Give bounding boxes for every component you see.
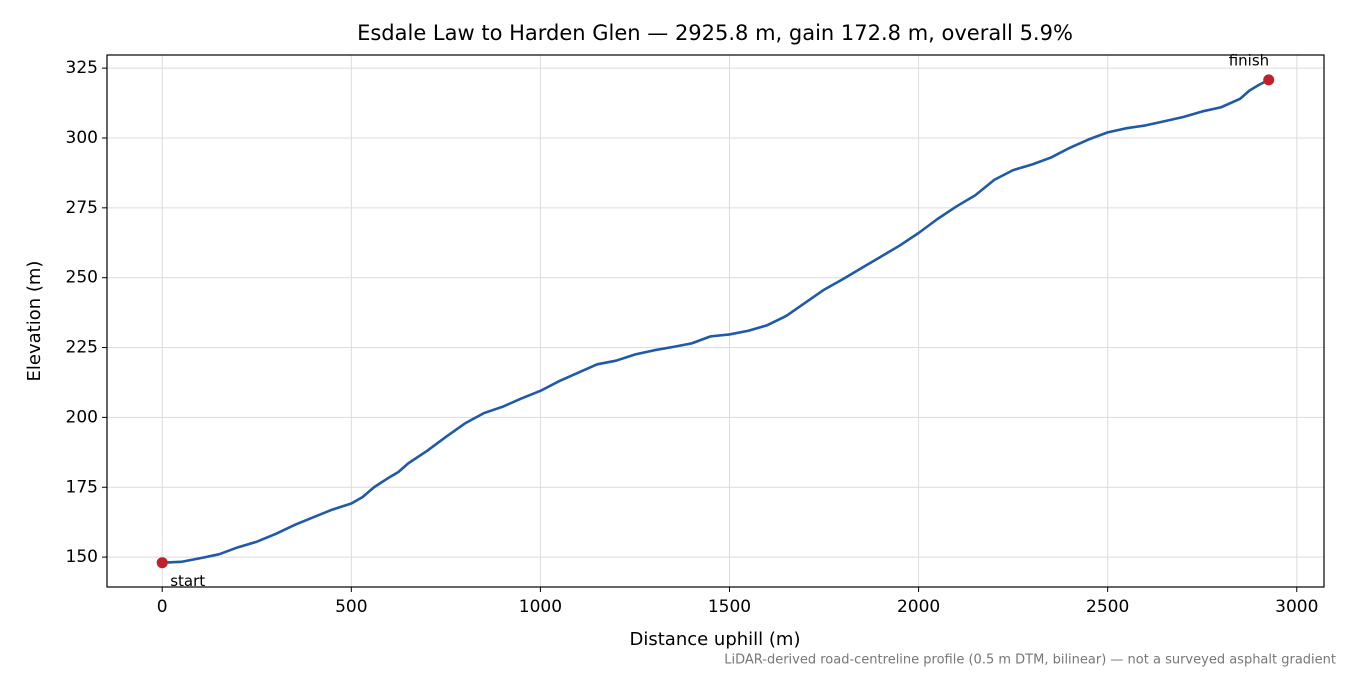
x-tick-label: 1000 bbox=[519, 597, 562, 617]
y-tick-label: 225 bbox=[66, 338, 98, 358]
y-tick-label: 175 bbox=[66, 477, 98, 497]
y-tick-label: 275 bbox=[66, 198, 98, 218]
x-axis-label: Distance uphill (m) bbox=[630, 629, 801, 650]
x-tick-label: 0 bbox=[157, 597, 168, 617]
endpoint-marker bbox=[1263, 74, 1275, 86]
x-tick-label: 500 bbox=[335, 597, 367, 617]
endpoint-label: start bbox=[170, 572, 205, 590]
endpoint-label: finish bbox=[1229, 51, 1269, 69]
plot-frame bbox=[106, 54, 1325, 588]
y-tick-label: 300 bbox=[66, 128, 98, 148]
x-tick-label: 1500 bbox=[708, 597, 751, 617]
x-tick-label: 2000 bbox=[897, 597, 940, 617]
chart-title: Esdale Law to Harden Glen — 2925.8 m, ga… bbox=[357, 21, 1073, 45]
x-tick-label: 3000 bbox=[1275, 597, 1318, 617]
y-tick-label: 325 bbox=[66, 58, 98, 78]
y-tick-label: 150 bbox=[66, 547, 98, 567]
y-tick-label: 200 bbox=[66, 407, 98, 427]
y-tick-label: 250 bbox=[66, 268, 98, 288]
y-axis-label: Elevation (m) bbox=[24, 261, 45, 382]
x-tick-label: 2500 bbox=[1086, 597, 1129, 617]
endpoint-marker bbox=[156, 557, 168, 569]
elevation-line bbox=[162, 78, 1270, 564]
footnote: LiDAR-derived road-centreline profile (0… bbox=[724, 653, 1336, 668]
